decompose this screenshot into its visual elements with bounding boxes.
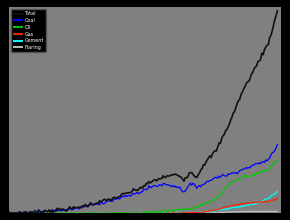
Legend: Total, Coal, Oil, Gas, Cement, Flaring: Total, Coal, Oil, Gas, Cement, Flaring [11,9,46,52]
